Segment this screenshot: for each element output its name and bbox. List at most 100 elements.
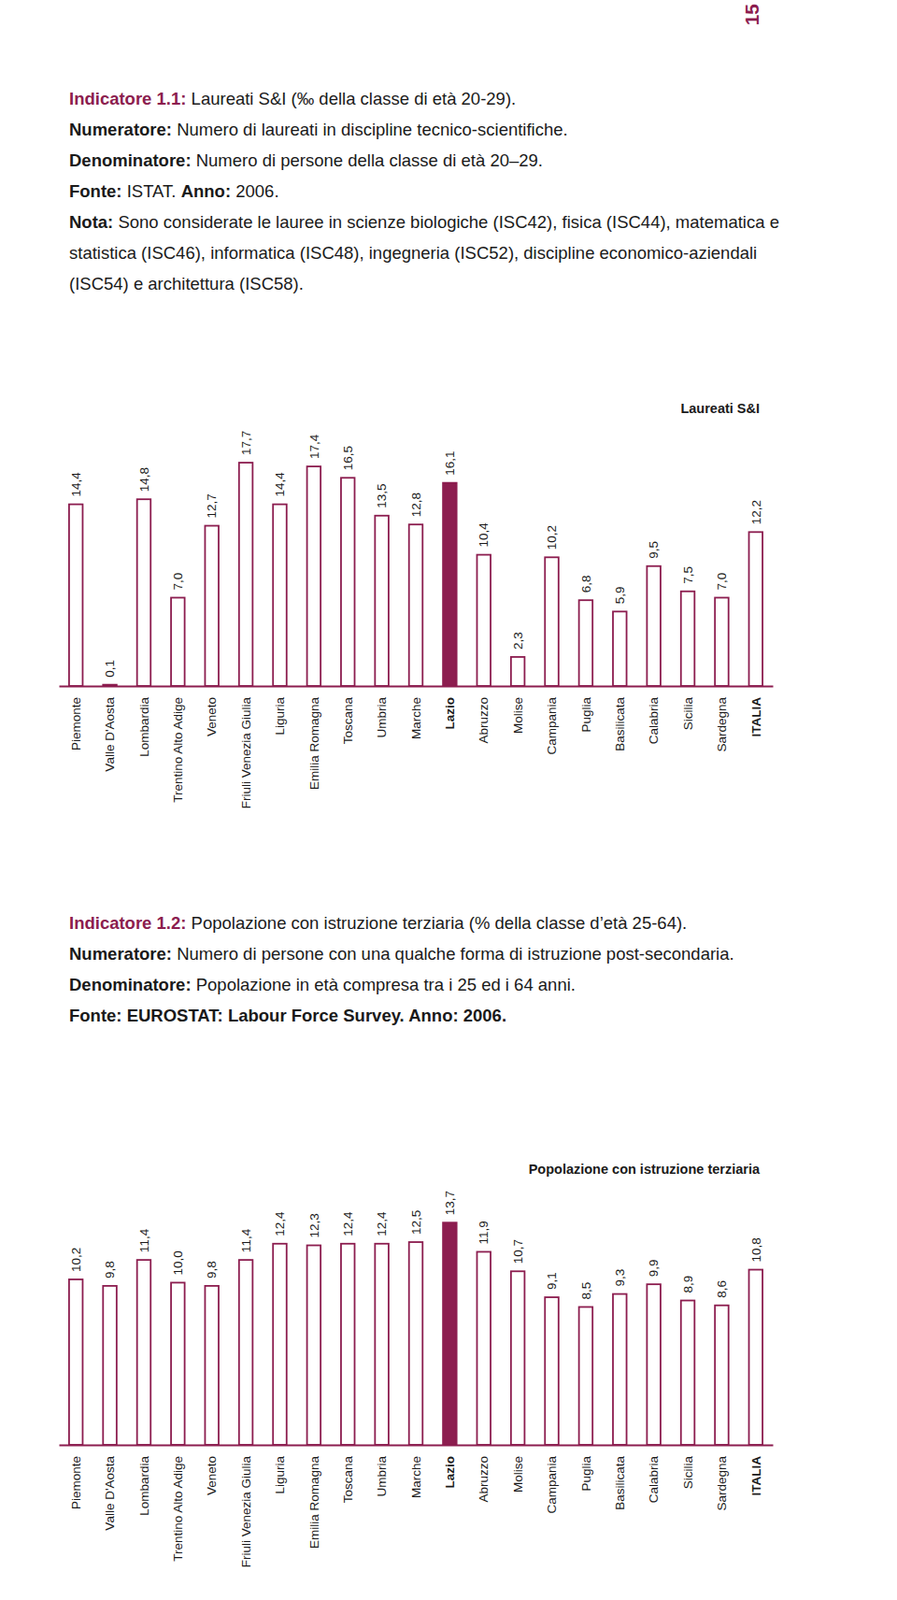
baseline: [59, 685, 774, 688]
tick: Valle D'Aosta: [102, 1444, 117, 1531]
tick-label: Veneto: [204, 697, 219, 737]
bar: [442, 483, 457, 686]
tick: Marche: [409, 1444, 424, 1498]
tick-label: Marche: [409, 1455, 424, 1498]
bar: [272, 1243, 287, 1445]
annotation-text: Numero di persone della classe di età 20…: [196, 150, 543, 171]
tick: Veneto: [204, 1444, 219, 1495]
data-label: 17,4: [307, 433, 322, 459]
data-label: 7,0: [170, 572, 186, 591]
annotation-line: Nota:Sono considerate le lauree in scien…: [69, 206, 789, 299]
tick-label: Lazio: [442, 1455, 457, 1489]
tick-label: Valle D'Aosta: [102, 697, 117, 772]
tick-label: Sicilia: [681, 1455, 696, 1490]
data-label: 9,8: [102, 1260, 117, 1279]
tick-label: Emilia Romagna: [307, 1455, 322, 1550]
bar: [374, 1243, 389, 1445]
indicator-text: Indicatore 1.1:Laureati S&I (‰ della cla…: [69, 83, 789, 299]
tick: Valle D'Aosta: [102, 685, 117, 772]
annotation-text: Sono considerate le lauree in scienze bi…: [69, 212, 780, 294]
baseline: [59, 1444, 774, 1447]
annotation-text: Popolazione in età compresa tra i 25 ed …: [196, 974, 576, 995]
tick-label: Molise: [511, 697, 526, 734]
tick-label: Abruzzo: [476, 697, 491, 744]
bar: [476, 1251, 491, 1445]
data-label: 16,5: [341, 445, 356, 470]
tick: Molise: [511, 1444, 526, 1493]
x-axis: PiemonteValle D'AostaLombardiaTrentino A…: [59, 685, 774, 809]
bar: [170, 598, 186, 687]
tick-label: Valle D'Aosta: [102, 1455, 117, 1531]
data-label: 17,7: [239, 430, 254, 456]
bar: [442, 1222, 457, 1445]
bars: [69, 462, 763, 686]
tick: Abruzzo: [476, 685, 491, 744]
bar: [476, 555, 491, 686]
annotation-label: Fonte: EUROSTAT: Labour Force Survey. An…: [69, 1005, 507, 1026]
tick-label: Piemonte: [69, 697, 84, 751]
tick-label: Trentino Alto Adige: [170, 1455, 186, 1562]
tick-label: ITALIA: [749, 1455, 764, 1496]
bar: [69, 504, 84, 686]
tick-label: Liguria: [272, 1455, 287, 1495]
data-label: 5,9: [612, 586, 627, 605]
tick: Umbria: [374, 1444, 389, 1497]
data-label: 8,6: [714, 1280, 729, 1298]
annotation-label: Fonte:: [69, 181, 123, 201]
tick-label: Campania: [544, 697, 559, 755]
data-label: 16,1: [442, 450, 457, 475]
bar: [646, 1283, 661, 1445]
tick: Abruzzo: [476, 1444, 491, 1503]
data-labels: 10,29,811,410,09,811,412,412,312,412,412…: [69, 1190, 764, 1300]
tick: Emilia Romagna: [307, 1444, 322, 1549]
bar: [681, 591, 696, 686]
tick: Basilicata: [612, 685, 627, 752]
tick: Friuli Venezia Giulia: [239, 685, 254, 809]
tick-label: Puglia: [579, 697, 594, 733]
data-label: 7,5: [681, 566, 696, 584]
annotation-line: Numeratore:Numero di laureati in discipl…: [69, 113, 789, 145]
bar: [341, 1243, 356, 1445]
annotation-label: Anno:: [181, 181, 231, 201]
bar: [170, 1281, 186, 1445]
data-label: 10,8: [749, 1237, 764, 1262]
tick-label: Umbria: [374, 1455, 389, 1497]
bar: [204, 526, 219, 686]
tick: Veneto: [204, 685, 219, 737]
data-label: 12,4: [374, 1210, 389, 1237]
tick: Molise: [511, 685, 526, 734]
data-label: 14,4: [69, 471, 84, 498]
bar: [102, 1285, 117, 1445]
tick: Puglia: [579, 685, 594, 733]
tick: Puglia: [579, 1444, 594, 1492]
tick-label: Veneto: [204, 1455, 219, 1495]
tick-label: Abruzzo: [476, 1455, 491, 1503]
data-label: 9,8: [204, 1260, 219, 1279]
annotation-label: Denominatore:: [69, 974, 192, 995]
tick-label: Lombardia: [137, 1455, 152, 1516]
bar: [749, 531, 764, 686]
data-label: 12,4: [272, 1210, 287, 1237]
bar: [544, 556, 559, 686]
tick-label: Emilia Romagna: [307, 697, 322, 791]
tick-label: Toscana: [341, 697, 356, 745]
tick: Piemonte: [69, 685, 84, 751]
annotation-label: Indicatore 1.1:: [69, 88, 186, 109]
tick: Toscana: [341, 685, 356, 744]
data-label: 8,9: [681, 1275, 696, 1294]
tick: Sicilia: [681, 685, 696, 730]
data-label: 7,0: [714, 572, 729, 591]
data-label: 9,9: [646, 1258, 661, 1277]
tick-label: Marche: [409, 697, 424, 740]
data-label: 12,5: [409, 1210, 424, 1235]
tick-label: Umbria: [374, 697, 389, 739]
bar: [681, 1300, 696, 1445]
annotation-line: Fonte: EUROSTAT: Labour Force Survey. An…: [69, 999, 789, 1031]
data-label: 6,8: [579, 574, 594, 593]
bar: [612, 611, 627, 686]
bar: [409, 524, 424, 686]
tick: Emilia Romagna: [307, 685, 322, 790]
data-label: 12,3: [307, 1212, 322, 1238]
tick: Sicilia: [681, 1444, 696, 1489]
annotation-line: Denominatore:Numero di persone della cla…: [69, 144, 789, 176]
